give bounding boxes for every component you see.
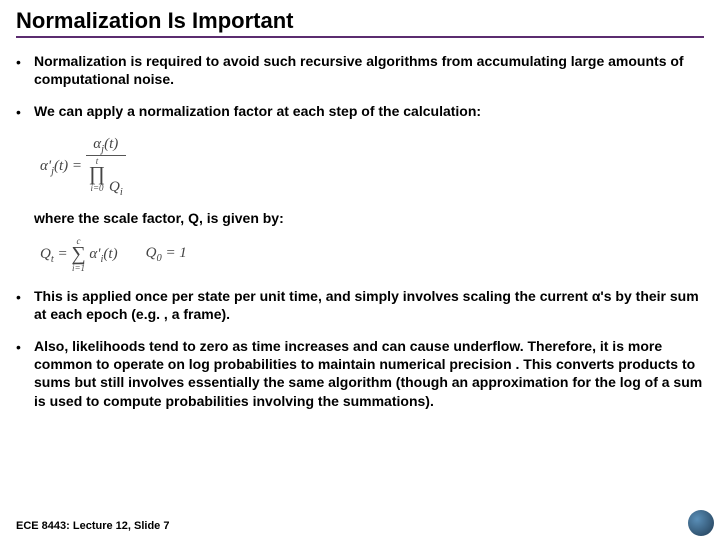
formula-alpha-prime: α'j(t) = αj(t) t ∏ i=0 Qi: [40, 136, 704, 198]
bullet-item: • We can apply a normalization factor at…: [16, 102, 704, 121]
bullet-marker: •: [16, 102, 34, 121]
formula-q: Qt = c ∑ i=1 α'i(t) Q0 = 1: [40, 236, 704, 273]
slide-footer: ECE 8443: Lecture 12, Slide 7: [16, 520, 169, 532]
bullet-item: • Normalization is required to avoid suc…: [16, 52, 704, 88]
bullet-text: We can apply a normalization factor at e…: [34, 102, 704, 121]
bullet-item: • Also, likelihoods tend to zero as time…: [16, 337, 704, 410]
bullet-item: • This is applied once per state per uni…: [16, 287, 704, 323]
slide-title: Normalization Is Important: [16, 8, 704, 36]
bullet-marker: •: [16, 337, 34, 410]
subtext-scale-factor: where the scale factor, Q, is given by:: [34, 210, 704, 226]
bullet-text: Normalization is required to avoid such …: [34, 52, 704, 88]
title-underline: [16, 36, 704, 38]
bullet-marker: •: [16, 287, 34, 323]
bullet-marker: •: [16, 52, 34, 88]
bullet-text: This is applied once per state per unit …: [34, 287, 704, 323]
bullet-text: Also, likelihoods tend to zero as time i…: [34, 337, 704, 410]
logo-icon: [688, 510, 714, 536]
